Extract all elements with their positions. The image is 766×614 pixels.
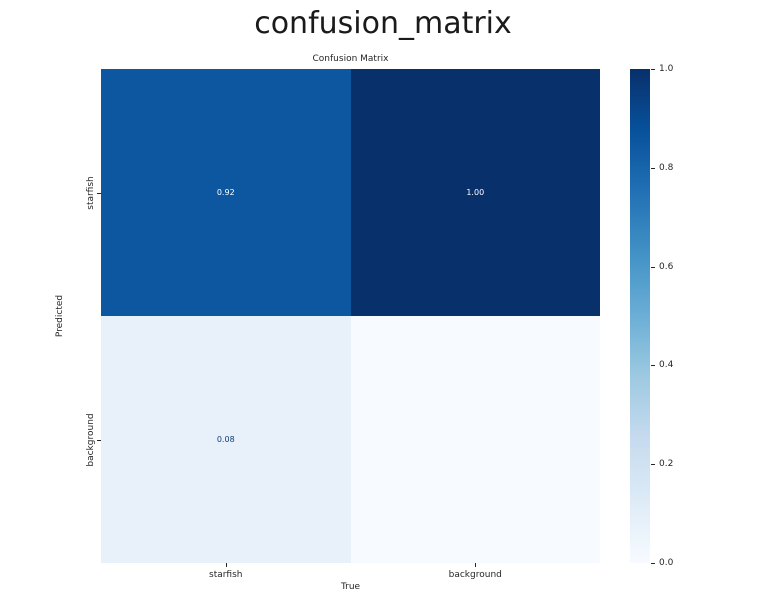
x-axis-label: True (340, 582, 361, 592)
y-tick-label-background: background (86, 412, 96, 467)
heatmap-cell-background-background (350, 316, 600, 563)
colorbar-tick-mark (651, 464, 655, 466)
colorbar-tick-label-0.0: 0.0 (659, 558, 674, 568)
y-tick-mark (97, 439, 101, 441)
y-tick-label-starfish: starfish (86, 175, 96, 210)
colorbar-tick-mark (651, 167, 655, 169)
x-tick-label-starfish: starfish (209, 570, 243, 580)
colorbar-tick-mark (651, 563, 655, 564)
colorbar-tick-label-0.4: 0.4 (659, 360, 674, 371)
colorbar-tick-label-0.2: 0.2 (659, 459, 674, 470)
heatmap-cell-starfish-starfish: 0.92 (101, 69, 351, 316)
x-tick-mark (475, 563, 477, 567)
page-title: confusion_matrix (254, 6, 512, 41)
heatmap-cell-starfish-background: 1.00 (350, 69, 600, 316)
x-tick-mark (225, 563, 227, 567)
y-tick-mark (97, 192, 101, 194)
colorbar-tick-mark (651, 69, 655, 70)
y-axis-label: Predicted (55, 294, 65, 338)
colorbar-tick-mark (651, 266, 655, 268)
colorbar (630, 69, 650, 563)
chart-title: Confusion Matrix (312, 54, 389, 64)
x-tick-label-background: background (448, 570, 502, 580)
colorbar-tick-label-1.0: 1.0 (659, 64, 674, 74)
colorbar-tick-mark (651, 365, 655, 367)
heatmap-cell-background-starfish: 0.08 (101, 316, 351, 563)
colorbar-tick-label-0.6: 0.6 (659, 261, 674, 272)
colorbar-tick-label-0.8: 0.8 (659, 162, 674, 173)
heatmap-grid: 0.92 1.00 0.08 (101, 69, 600, 563)
